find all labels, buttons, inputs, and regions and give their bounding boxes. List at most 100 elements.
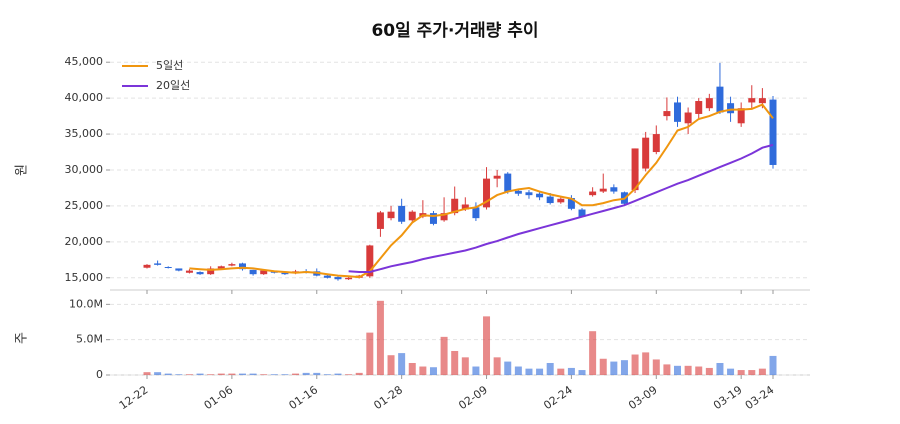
candle-body bbox=[589, 191, 597, 196]
y-tick-label: 20,000 bbox=[65, 235, 104, 248]
y-tick-label: 15,000 bbox=[65, 271, 104, 284]
y-tick-label: 35,000 bbox=[65, 127, 104, 140]
volume-bar bbox=[313, 372, 321, 375]
volume-bar bbox=[684, 365, 692, 375]
candle-body bbox=[249, 269, 257, 275]
x-tick-label: 01-06 bbox=[202, 383, 236, 412]
candle-body bbox=[451, 198, 459, 214]
volume-bar bbox=[451, 350, 459, 375]
x-tick-label: 01-28 bbox=[371, 383, 405, 412]
y-tick-label: 5.0M bbox=[76, 333, 103, 346]
volume-bar bbox=[228, 373, 236, 375]
candle-body bbox=[684, 112, 692, 124]
volume-bar bbox=[196, 373, 204, 375]
chart-title: 60일 주가·거래량 추이 bbox=[371, 21, 538, 41]
candle-body bbox=[260, 270, 268, 275]
x-tick-label: 02-24 bbox=[541, 383, 575, 412]
volume-bar bbox=[281, 374, 289, 375]
volume-bar bbox=[758, 368, 766, 375]
volume-bar bbox=[716, 362, 724, 375]
candle-body bbox=[610, 187, 618, 192]
volume-bar bbox=[525, 368, 533, 375]
candle-body bbox=[758, 98, 766, 104]
volume-bar bbox=[440, 336, 448, 375]
candle-body bbox=[695, 101, 703, 114]
volume-bar bbox=[674, 365, 682, 375]
candle-body bbox=[387, 211, 395, 219]
candle-body bbox=[483, 178, 491, 208]
x-tick-label: 03-24 bbox=[743, 383, 777, 412]
candle-body bbox=[642, 137, 650, 169]
candle-body bbox=[567, 198, 575, 209]
candle-body bbox=[154, 263, 162, 265]
volume-bar bbox=[737, 370, 745, 375]
volume-bar bbox=[260, 374, 268, 375]
volume-bar bbox=[292, 373, 300, 375]
candle-body bbox=[207, 268, 215, 275]
candle-body bbox=[461, 204, 469, 210]
candle-body bbox=[525, 192, 533, 196]
volume-bar bbox=[631, 354, 639, 375]
moving-average-line bbox=[348, 143, 774, 273]
volume-bar bbox=[493, 357, 501, 375]
candle-body bbox=[217, 266, 225, 269]
volume-bar bbox=[270, 374, 278, 375]
volume-bar bbox=[483, 316, 491, 375]
volume-bar bbox=[652, 359, 660, 375]
candle-body bbox=[185, 270, 193, 273]
candle-body bbox=[196, 272, 204, 275]
candle-body bbox=[323, 275, 331, 278]
volume-bar bbox=[238, 373, 246, 375]
candle-body bbox=[631, 148, 639, 191]
volume-bar bbox=[345, 374, 353, 375]
volume-bar bbox=[695, 366, 703, 375]
volume-bar bbox=[419, 366, 427, 375]
candle-body bbox=[769, 99, 777, 165]
x-tick-label: 03-09 bbox=[626, 383, 660, 412]
volume-bar bbox=[663, 364, 671, 375]
candle-body bbox=[748, 98, 756, 103]
volume-bar bbox=[376, 300, 384, 375]
volume-bar bbox=[355, 372, 363, 375]
volume-bar bbox=[642, 352, 650, 375]
candle-body bbox=[175, 268, 183, 271]
candle-body bbox=[408, 211, 416, 221]
volume-bar bbox=[514, 366, 522, 375]
candle-body bbox=[514, 190, 522, 194]
y-tick-label: 30,000 bbox=[65, 163, 104, 176]
candle-body bbox=[366, 245, 374, 277]
candle-body bbox=[536, 193, 544, 198]
volume-bar bbox=[769, 355, 777, 375]
volume-bar bbox=[536, 368, 544, 375]
volume-bar bbox=[143, 372, 151, 375]
candle-body bbox=[674, 102, 682, 122]
volume-bar bbox=[429, 367, 437, 375]
candle-body bbox=[334, 277, 342, 280]
candle-body bbox=[398, 205, 406, 222]
volume-bar bbox=[557, 368, 565, 375]
volume-bar bbox=[748, 370, 756, 375]
candle-body bbox=[663, 111, 671, 117]
volume-bar bbox=[249, 373, 257, 375]
y-axis-label: 원 bbox=[15, 164, 30, 176]
candle-body bbox=[599, 188, 607, 192]
candle-body bbox=[228, 264, 236, 266]
volume-bar bbox=[504, 361, 512, 375]
candle-body bbox=[737, 108, 745, 124]
volume-bar bbox=[567, 367, 575, 375]
candle-body bbox=[238, 263, 246, 270]
volume-bar bbox=[727, 368, 735, 375]
candle-body bbox=[472, 207, 480, 219]
volume-bar bbox=[387, 355, 395, 375]
legend-label: 20일선 bbox=[156, 78, 190, 92]
candle-body bbox=[578, 209, 586, 217]
candle-body bbox=[345, 277, 353, 280]
candle-body bbox=[376, 212, 384, 229]
x-tick-label: 02-09 bbox=[456, 383, 490, 412]
volume-bar bbox=[323, 374, 331, 375]
candle-body bbox=[727, 103, 735, 114]
volume-bar bbox=[472, 366, 480, 375]
x-tick-label: 12-22 bbox=[117, 383, 151, 412]
legend-label: 5일선 bbox=[156, 58, 183, 72]
